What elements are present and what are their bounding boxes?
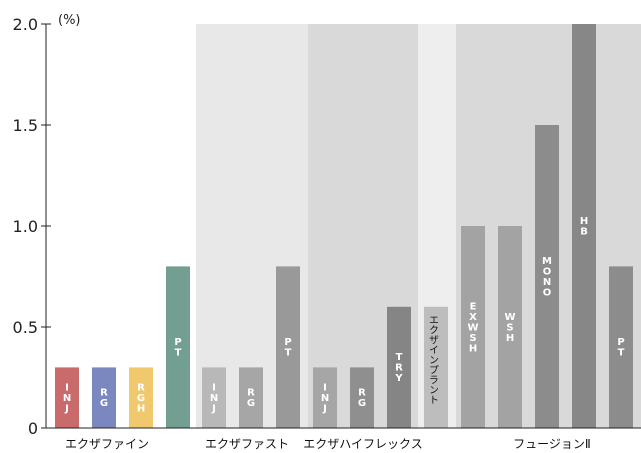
bar xyxy=(535,125,559,428)
y-tick-label: 1.0 xyxy=(13,217,38,236)
bar-label: エクザインプラント xyxy=(427,315,439,405)
group-labels: エクザファイン エクザファスト エクザハイフレックス フュージョンⅡ xyxy=(65,437,591,451)
group-label: フュージョンⅡ xyxy=(513,437,591,451)
unit-label: (%) xyxy=(58,13,81,28)
bar xyxy=(239,367,263,428)
bar xyxy=(313,367,337,428)
group-label: エクザファイン xyxy=(65,437,149,451)
group-label: エクザファスト xyxy=(205,437,289,451)
bar xyxy=(276,266,300,428)
y-tick-label: 0.5 xyxy=(13,318,38,337)
bar xyxy=(55,367,79,428)
bar xyxy=(609,266,633,428)
bar xyxy=(572,24,596,428)
bar xyxy=(92,367,116,428)
bars: I N J R G R G H P T I N J R G P T I N J R G T R Y エクザインプラント E X W S H W… xyxy=(55,24,633,428)
bar xyxy=(498,226,522,428)
bar xyxy=(166,266,190,428)
y-tick-label: 2.0 xyxy=(13,15,38,34)
y-axis: 0 0.5 1.0 1.5 2.0 xyxy=(13,15,641,438)
group-label: エクザハイフレックス xyxy=(303,437,422,451)
bar xyxy=(129,367,153,428)
bar xyxy=(350,367,374,428)
y-tick-label: 0 xyxy=(28,419,38,438)
bar xyxy=(202,367,226,428)
bar xyxy=(461,226,485,428)
bar xyxy=(387,306,411,428)
bar xyxy=(424,306,448,428)
y-tick-label: 1.5 xyxy=(13,116,38,135)
